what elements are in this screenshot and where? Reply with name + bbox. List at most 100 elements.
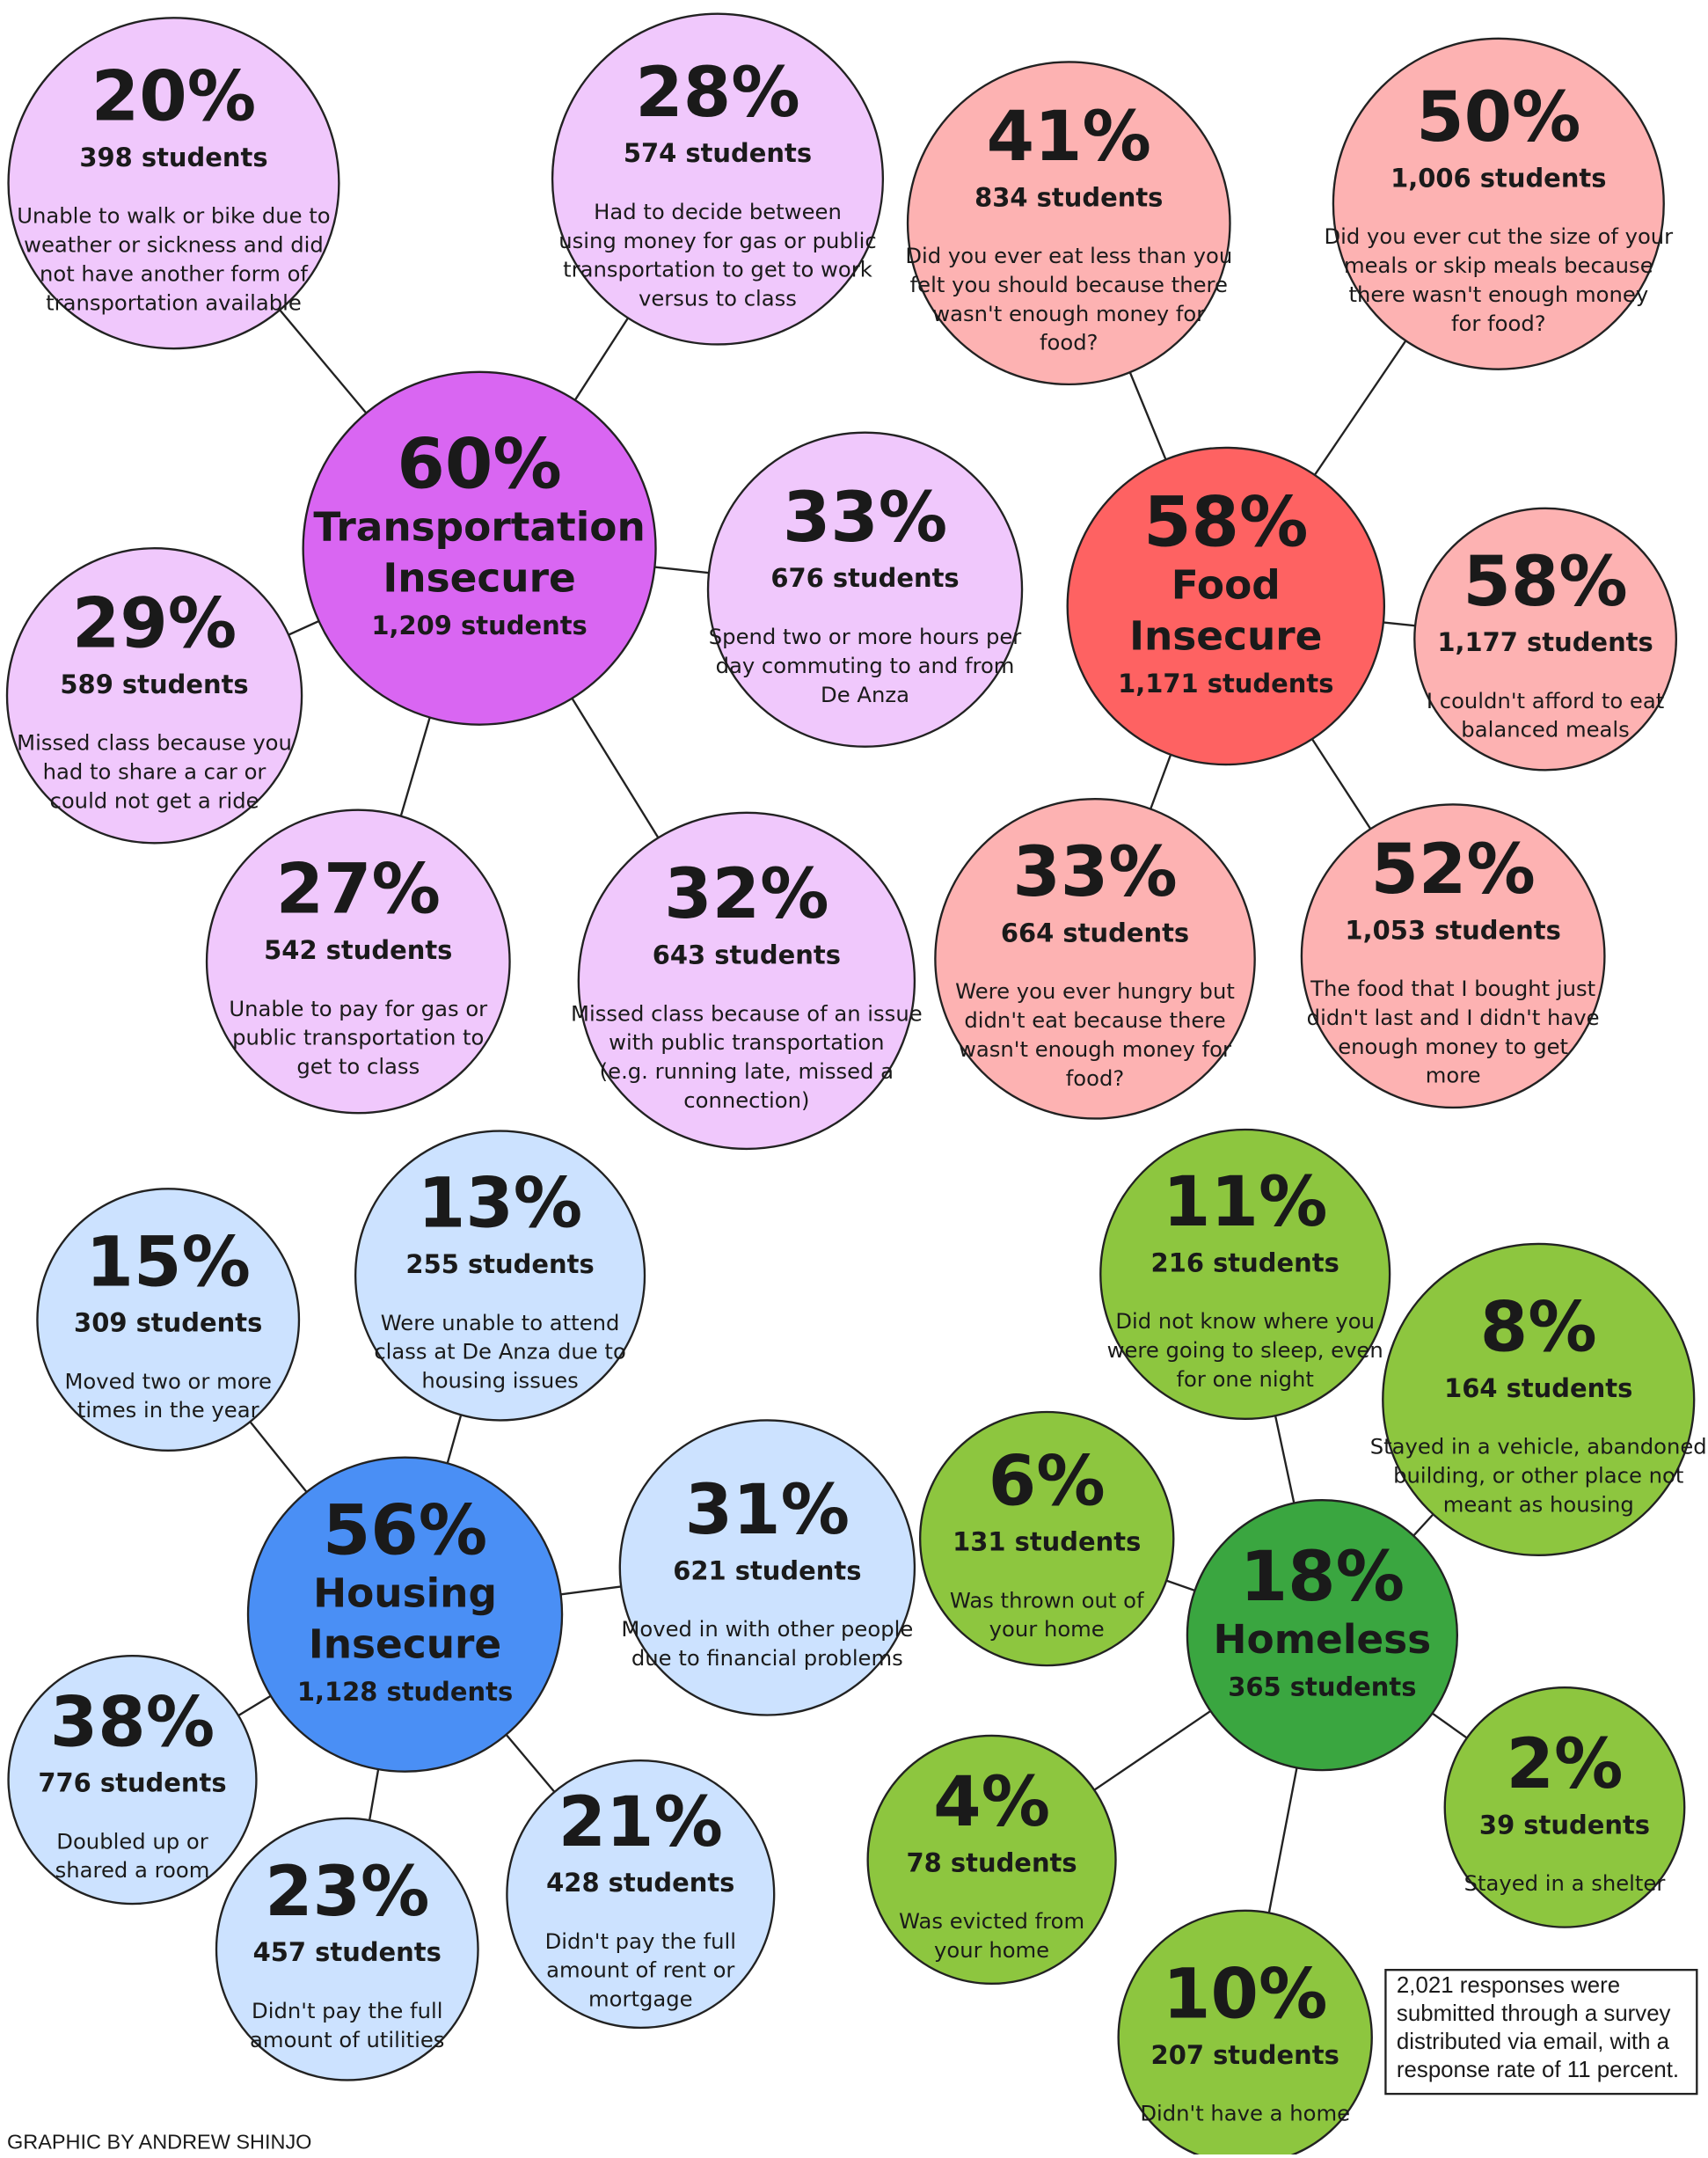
item-percent: 8%	[1480, 1288, 1597, 1368]
item-students: 457 students	[253, 1937, 442, 1967]
item-percent: 31%	[685, 1470, 850, 1550]
item-percent: 32%	[664, 854, 828, 934]
item-students: 834 students	[974, 182, 1163, 212]
item-students: 542 students	[264, 935, 452, 965]
item-percent: 20%	[91, 57, 256, 137]
item-percent: 11%	[1163, 1162, 1327, 1242]
hub-circle	[1186, 1499, 1459, 1772]
hub-title: Transportation	[313, 504, 645, 551]
item-text: De Anza	[821, 682, 909, 707]
item-text: Did you ever cut the size of your	[1324, 223, 1673, 249]
item-students: 78 students	[907, 1847, 1077, 1877]
note-text: submitted through a survey	[1397, 2001, 1671, 2026]
item-text: transportation available	[46, 289, 302, 315]
hub-title: Housing	[313, 1570, 497, 1617]
item-students: 664 students	[1001, 918, 1189, 947]
hub-students: 1,209 students	[371, 611, 587, 640]
item-circle	[918, 1410, 1175, 1667]
item-circle	[7, 17, 340, 350]
item-text: amount of rent or	[546, 1957, 734, 1983]
item-text: Did not know where you	[1115, 1308, 1375, 1334]
item-percent: 33%	[1012, 832, 1177, 912]
item-students: 398 students	[79, 143, 267, 172]
item-text: housing issues	[421, 1368, 578, 1394]
item-students: 676 students	[770, 563, 959, 593]
item-text: food?	[1066, 1065, 1125, 1091]
item-text: for food?	[1451, 311, 1546, 336]
item-text: get to class	[296, 1054, 420, 1079]
item-students: 164 students	[1444, 1373, 1632, 1403]
item-text: Missed class because of an issue	[571, 1000, 923, 1026]
item-circle	[354, 1130, 646, 1422]
item-text: Was evicted from	[899, 1908, 1084, 1934]
item-circle	[1300, 803, 1606, 1109]
item-text: Didn't pay the full	[545, 1928, 736, 1954]
item-percent: 27%	[276, 850, 441, 930]
item-students: 643 students	[653, 940, 841, 969]
item-text: public transportation to	[232, 1025, 484, 1050]
item-text: Unable to walk or bike due to	[17, 203, 330, 229]
item-text: with public transportation	[609, 1029, 884, 1055]
item-text: using money for gas or public	[558, 228, 876, 253]
note-text: response rate of 11 percent.	[1397, 2058, 1679, 2082]
item-percent: 28%	[635, 53, 799, 133]
item-text: The food that I bought just	[1310, 976, 1595, 1001]
item-text: wasn't enough money for	[932, 301, 1205, 326]
item-circle	[36, 1188, 301, 1452]
item-text: Didn't pay the full	[252, 1998, 442, 2023]
item-percent: 29%	[72, 584, 237, 664]
item-text: Unable to pay for gas or	[229, 996, 487, 1021]
item-circle	[551, 12, 885, 346]
item-text: class at De Anza due to	[374, 1339, 625, 1364]
item-text: Moved two or more	[64, 1368, 272, 1394]
item-circle	[506, 1759, 776, 2030]
hub-title: Insecure	[1129, 612, 1322, 659]
hub-students: 1,171 students	[1118, 669, 1333, 699]
item-text: balanced meals	[1461, 717, 1629, 742]
item-text: Did you ever eat less than you	[905, 243, 1232, 268]
item-students: 39 students	[1479, 1810, 1650, 1840]
hub-title: Insecure	[309, 1620, 501, 1667]
item-circle	[1332, 37, 1665, 370]
item-percent: 10%	[1163, 1955, 1327, 2035]
item-percent: 4%	[933, 1762, 1050, 1842]
item-text: didn't eat because there	[964, 1007, 1225, 1033]
item-circle	[934, 798, 1256, 1120]
item-text: for one night	[1177, 1366, 1314, 1392]
note-text: distributed via email, with a	[1397, 2030, 1670, 2054]
item-percent: 33%	[783, 478, 947, 558]
item-percent: 41%	[987, 97, 1151, 177]
item-text: wasn't enough money for	[959, 1036, 1231, 1062]
item-text: Were you ever hungry but	[955, 978, 1235, 1004]
item-percent: 38%	[50, 1682, 215, 1762]
item-text: (e.g. running late, missed a	[600, 1058, 894, 1084]
hub-percent: 18%	[1240, 1537, 1405, 1617]
item-students: 207 students	[1151, 2040, 1339, 2070]
item-text: meals or skip meals because	[1344, 252, 1653, 278]
item-text: there wasn't enough money	[1348, 282, 1648, 307]
item-text: meant as housing	[1443, 1491, 1634, 1517]
hub-percent: 58%	[1143, 482, 1308, 562]
item-text: didn't last and I didn't have	[1307, 1005, 1600, 1030]
item-percent: 58%	[1463, 542, 1627, 622]
item-text: Stayed in a vehicle, abandoned	[1370, 1434, 1707, 1459]
item-percent: 6%	[989, 1441, 1106, 1521]
item-circle	[7, 1654, 258, 1906]
item-text: times in the year	[77, 1397, 259, 1423]
item-text: were going to sleep, even	[1107, 1337, 1383, 1363]
item-text: I couldn't afford to eat	[1427, 688, 1664, 713]
item-text: shared a room	[55, 1857, 210, 1883]
item-percent: 2%	[1507, 1724, 1624, 1804]
hub-circle	[302, 370, 657, 726]
item-text: Had to decide between	[594, 199, 842, 224]
item-text: Spend two or more hours per	[709, 624, 1022, 649]
hub-title: Food	[1172, 561, 1281, 608]
item-students: 309 students	[74, 1308, 262, 1338]
item-text: enough money to get	[1338, 1034, 1568, 1059]
item-percent: 15%	[86, 1222, 251, 1302]
item-percent: 50%	[1416, 77, 1580, 157]
item-circle	[577, 811, 916, 1151]
item-students: 131 students	[953, 1527, 1141, 1557]
item-text: weather or sickness and did	[24, 232, 324, 258]
